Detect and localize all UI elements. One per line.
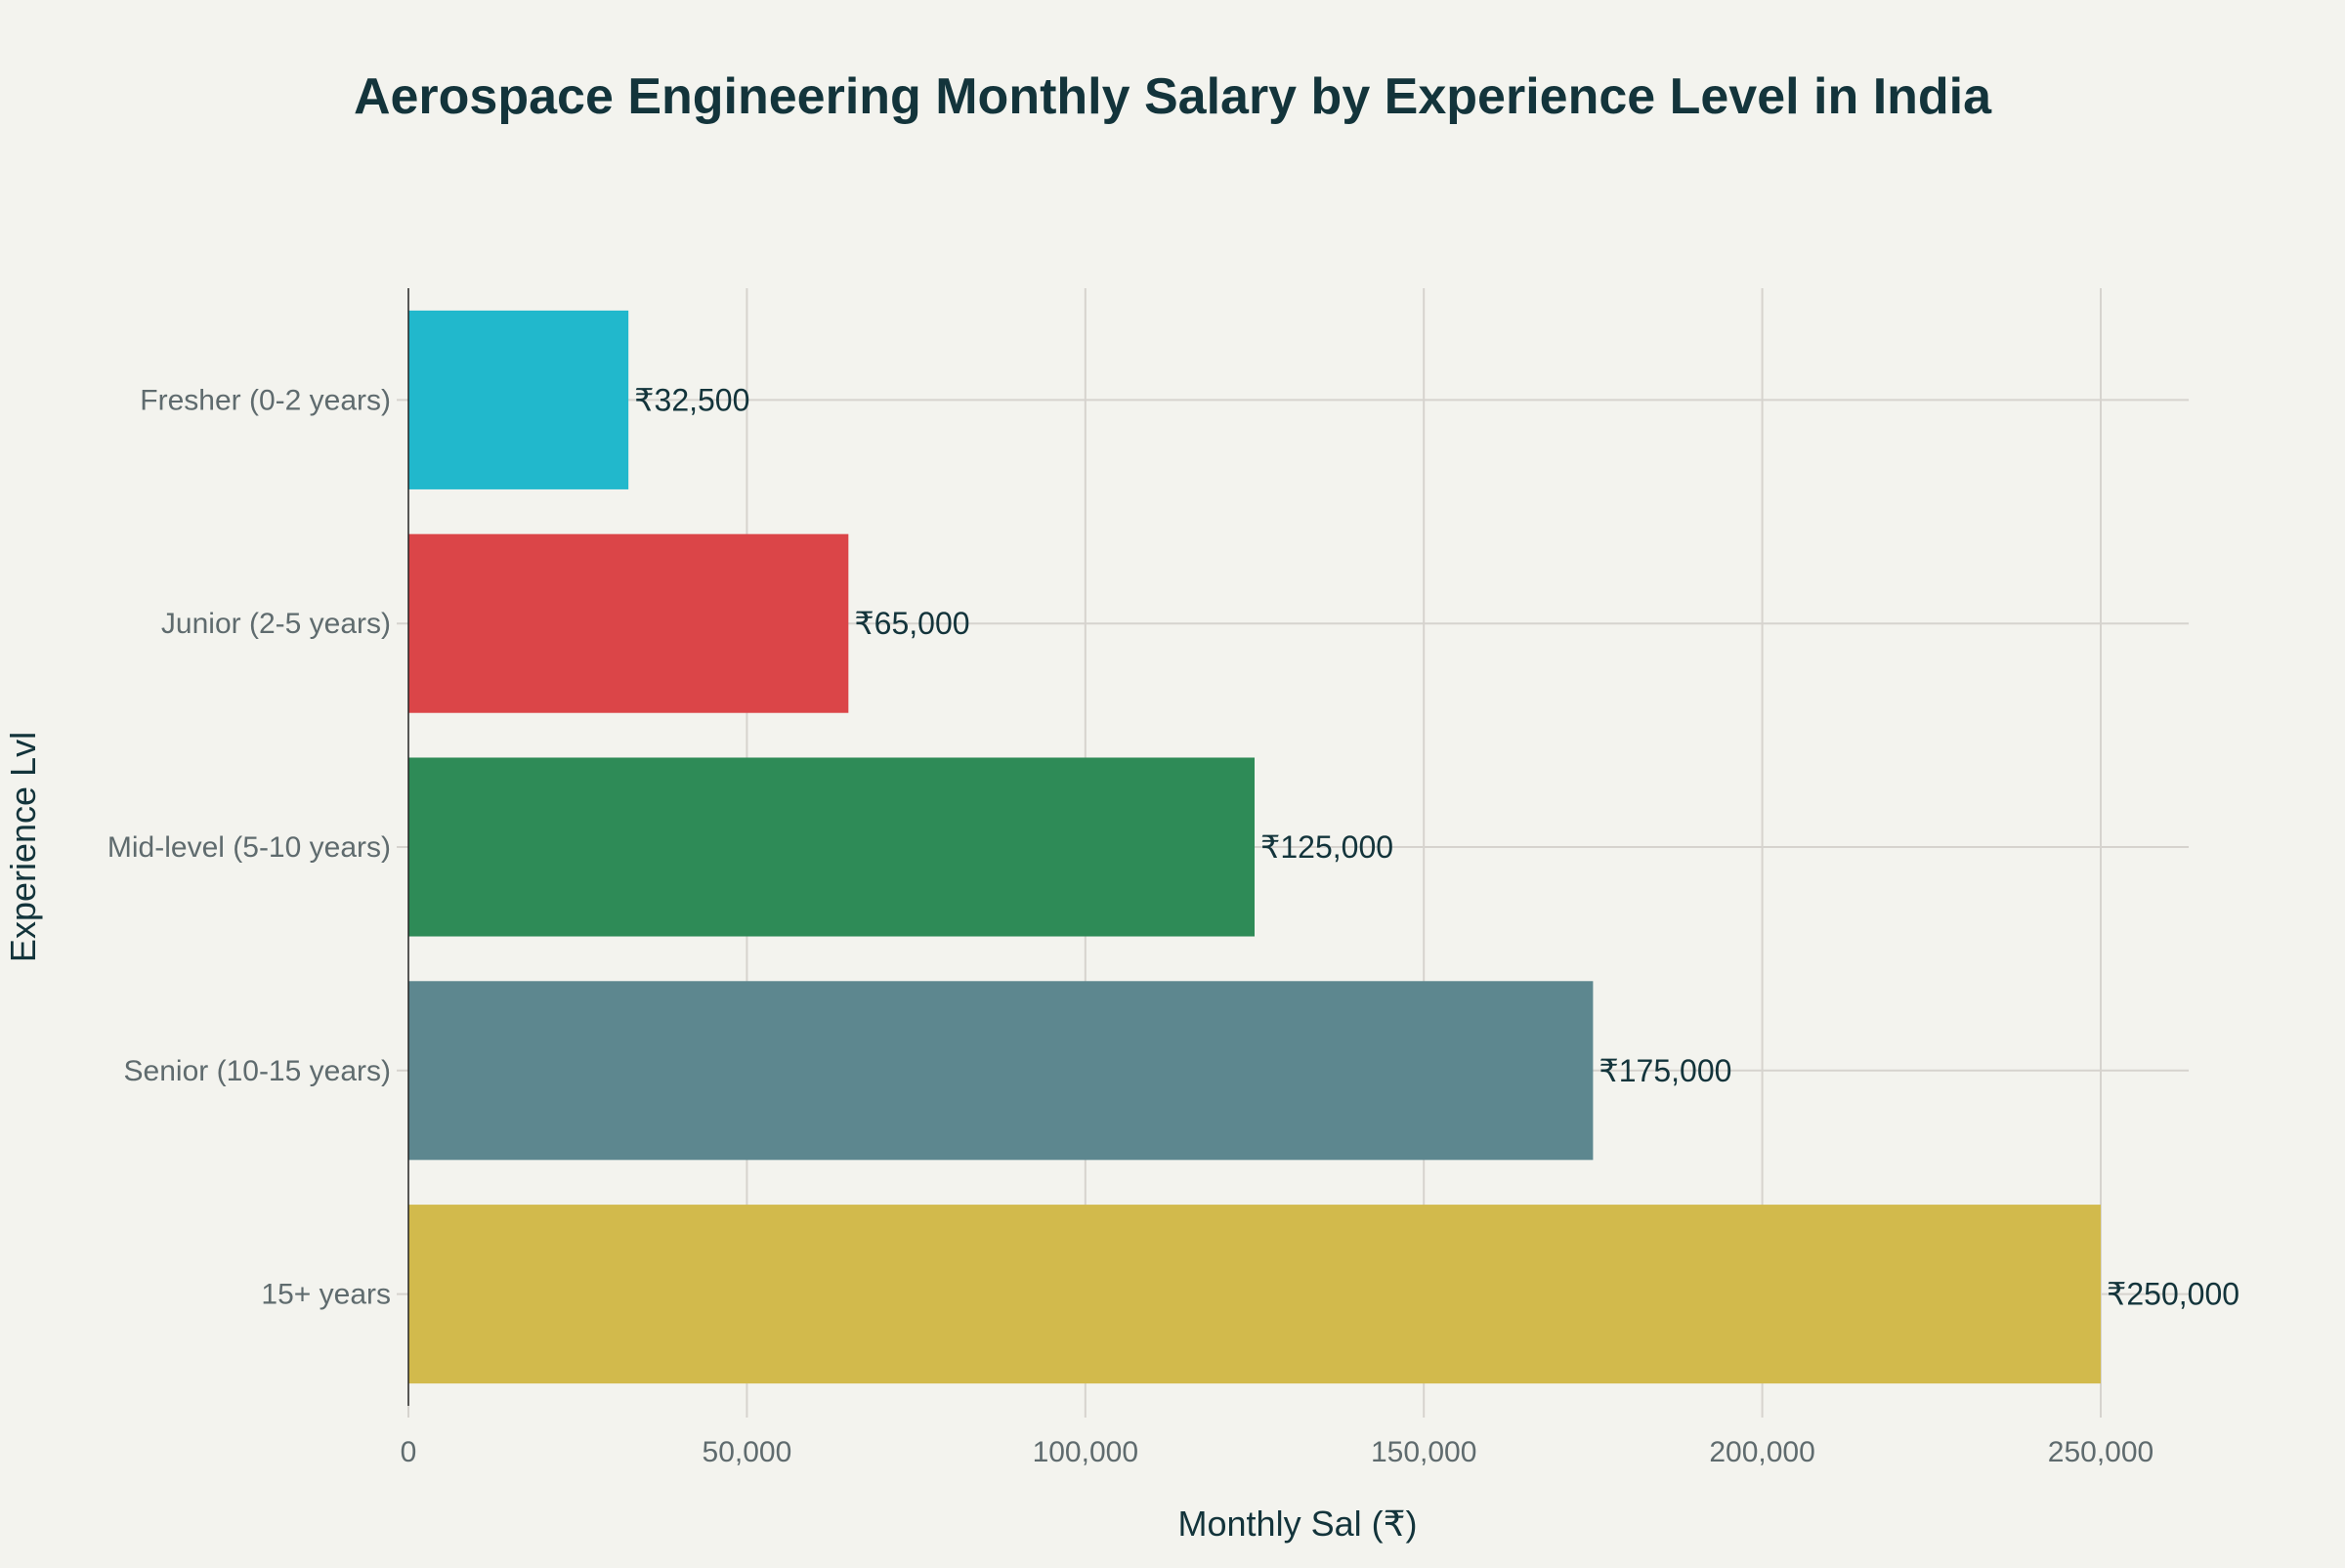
data-label: ₹125,000 <box>1260 829 1393 865</box>
category-label: Mid-level (5-10 years) <box>107 831 391 864</box>
x-tick-labels: 0 50,000 100,000 150,000 200,000 250,000 <box>401 1436 2154 1468</box>
x-tick-label: 250,000 <box>2048 1436 2153 1468</box>
x-tick-label: 100,000 <box>1033 1436 1138 1468</box>
data-label: ₹32,500 <box>634 382 749 417</box>
data-label: ₹175,000 <box>1599 1053 1731 1088</box>
data-labels: ₹32,500 ₹65,000 ₹125,000 ₹175,000 ₹250,000 <box>634 382 2239 1311</box>
category-label: Junior (2-5 years) <box>161 608 391 640</box>
bars <box>408 310 2101 1384</box>
category-labels: Fresher (0-2 years) Junior (2-5 years) Mid… <box>107 384 391 1310</box>
data-label: ₹65,000 <box>854 606 969 641</box>
x-tick-label: 50,000 <box>703 1436 792 1468</box>
chart-title: Aerospace Engineering Monthly Salary by … <box>354 68 1992 125</box>
data-label: ₹250,000 <box>2107 1277 2239 1312</box>
category-label: 15+ years <box>261 1279 391 1311</box>
bar <box>408 310 629 489</box>
bar <box>408 1205 2101 1384</box>
bar <box>408 757 1255 937</box>
category-label: Fresher (0-2 years) <box>140 384 391 416</box>
x-axis-title: Monthly Sal (₹) <box>1178 1504 1418 1544</box>
bar <box>408 533 849 713</box>
x-tick-label: 200,000 <box>1709 1436 1814 1468</box>
bar <box>408 981 1594 1161</box>
y-axis-title: Experience Lvl <box>3 732 43 962</box>
x-tick-label: 150,000 <box>1371 1436 1476 1468</box>
category-label: Senior (10-15 years) <box>124 1055 391 1087</box>
x-tick-label: 0 <box>401 1436 417 1468</box>
